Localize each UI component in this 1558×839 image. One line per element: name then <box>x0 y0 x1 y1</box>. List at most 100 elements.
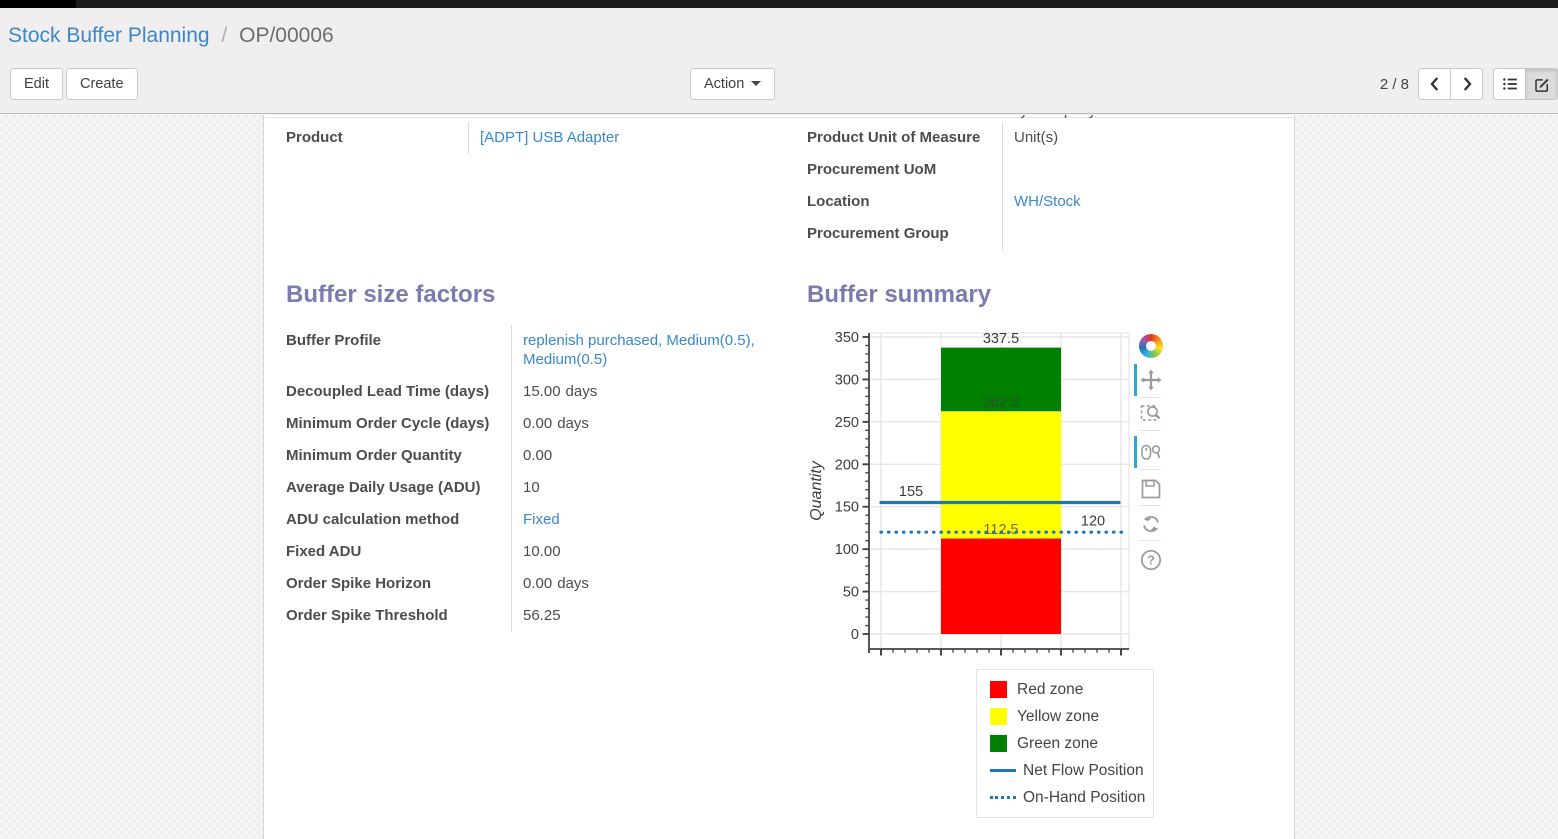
field-label: Procurement UoM <box>807 154 1003 186</box>
toolbar-divider <box>1139 430 1161 431</box>
field-value <box>1003 218 1293 250</box>
field-row: Order Spike Threshold 56.25 <box>286 600 786 632</box>
legend-label: Yellow zone <box>1017 707 1100 725</box>
field-row: Order Spike Horizon 0.00 days <box>286 568 786 600</box>
svg-text:337.5: 337.5 <box>983 331 1019 347</box>
field-label: Minimum Order Cycle (days) <box>286 408 512 440</box>
field-row: ADU calculation method Fixed <box>286 504 786 536</box>
field-label: Order Spike Threshold <box>286 600 512 632</box>
caret-down-icon <box>751 81 762 86</box>
bokeh-logo-icon[interactable] <box>1139 334 1163 358</box>
svg-text:Quantity: Quantity <box>808 460 825 521</box>
svg-text:120: 120 <box>1081 514 1105 530</box>
field-row: Fixed ADU 10.00 <box>286 536 786 568</box>
svg-text:100: 100 <box>835 542 859 558</box>
top-menu-bar-segment <box>0 0 76 8</box>
pan-active-indicator <box>1134 364 1137 396</box>
legend-label: On-Hand Position <box>1023 788 1146 806</box>
svg-text:262.5: 262.5 <box>983 395 1019 411</box>
help-tool-icon[interactable]: ? <box>1139 548 1163 572</box>
field-label: ADU calculation method <box>286 504 512 536</box>
field-row: Minimum Order Cycle (days) 0.00 days <box>286 408 786 440</box>
edit-button[interactable]: Edit <box>10 68 63 100</box>
field-row: Location WH/Stock <box>807 186 1293 218</box>
field-value-text: 56.25 <box>523 607 561 624</box>
field-value-text: Unit(s) <box>1014 129 1059 146</box>
toolbar-divider <box>1139 540 1161 541</box>
field-value: 10 <box>512 472 786 504</box>
view-switcher <box>1493 68 1558 100</box>
breadcrumb-parent-link[interactable]: Stock Buffer Planning <box>8 24 210 47</box>
field-unit-suffix: days <box>557 415 589 432</box>
create-button[interactable]: Create <box>66 68 138 100</box>
field-value-text: 15.00 <box>523 383 561 400</box>
control-panel: Stock Buffer Planning / OP/00006 Edit Cr… <box>0 8 1558 114</box>
legend-label: Red zone <box>1017 680 1084 698</box>
field-row: Minimum Order Quantity 0.00 <box>286 440 786 472</box>
buffer-size-factors-section: Buffer size factors Buffer Profile replen… <box>286 281 786 632</box>
field-row: Average Daily Usage (ADU) 10 <box>286 472 786 504</box>
svg-text:250: 250 <box>835 415 859 431</box>
list-view-button[interactable] <box>1493 68 1526 100</box>
hover-tool-icon[interactable] <box>1139 440 1163 464</box>
legend-item: Yellow zone <box>990 703 1153 730</box>
breadcrumb-current: OP/00006 <box>239 24 334 47</box>
legend-swatch-dots <box>990 796 1016 799</box>
pager-next-button[interactable] <box>1450 68 1483 100</box>
top-menu-bar-edge <box>0 0 1558 8</box>
field-label: Fixed ADU <box>286 536 512 568</box>
svg-text:?: ? <box>1147 554 1155 568</box>
buffer-summary-chart: 112.5 262.5 337.5 155 120 0 50 100 150 200 250 300 3… <box>807 327 1295 827</box>
bokeh-toolbar: ? <box>1134 327 1168 587</box>
section-title-buffer-size-factors: Buffer size factors <box>286 281 496 308</box>
edit-form-icon <box>1534 78 1549 92</box>
field-label: Product Unit of Measure <box>807 122 1003 154</box>
pager-nav-group <box>1418 68 1483 100</box>
legend-item: Green zone <box>990 730 1153 757</box>
field-value-link[interactable]: [ADPT] USB Adapter <box>480 129 620 146</box>
save-tool-icon[interactable] <box>1139 477 1163 501</box>
field-value[interactable]: Fixed <box>512 504 786 536</box>
breadcrumb: Stock Buffer Planning / OP/00006 <box>8 24 334 48</box>
field-value[interactable]: [ADPT] USB Adapter <box>469 122 766 154</box>
form-sheet: My Company Product [ADPT] USB Adapter Pro… <box>263 115 1295 839</box>
field-label: Location <box>807 186 1003 218</box>
previous-row-border <box>265 117 1293 118</box>
svg-text:112.5: 112.5 <box>983 522 1018 538</box>
field-value: 0.00 <box>512 440 786 472</box>
field-value-text: 10.00 <box>523 543 561 560</box>
field-value-link[interactable]: Fixed <box>523 511 560 528</box>
list-icon <box>1502 78 1517 90</box>
field-value[interactable]: WH/Stock <box>1003 186 1293 218</box>
field-row: Decoupled Lead Time (days) 15.00 days <box>286 376 786 408</box>
pager-previous-button[interactable] <box>1418 68 1451 100</box>
chevron-right-icon <box>1463 77 1472 91</box>
field-label: Procurement Group <box>807 218 1003 250</box>
field-value-text: 0.00 <box>523 575 553 592</box>
field-row: Procurement UoM <box>807 154 1293 186</box>
toolbar-divider <box>1139 469 1161 470</box>
svg-text:300: 300 <box>835 372 859 388</box>
svg-text:200: 200 <box>835 457 859 473</box>
pan-tool-icon[interactable] <box>1139 368 1163 392</box>
field-value-text: 0.00 <box>523 415 553 432</box>
pager-counter: 2 / 8 <box>1379 75 1409 93</box>
section-title-buffer-summary: Buffer summary <box>807 281 992 308</box>
action-dropdown-button[interactable]: Action <box>690 68 776 100</box>
form-view-button[interactable] <box>1525 68 1558 100</box>
field-value-link[interactable]: WH/Stock <box>1014 193 1081 210</box>
field-value[interactable]: replenish purchased, Medium(0.5), Medium… <box>512 325 786 376</box>
field-value-link[interactable]: replenish purchased, Medium(0.5), Medium… <box>523 332 755 368</box>
field-label: Product <box>286 122 469 154</box>
box-zoom-tool-icon[interactable] <box>1139 401 1163 425</box>
legend-item: Red zone <box>990 676 1153 703</box>
hover-active-indicator <box>1134 436 1137 468</box>
breadcrumb-separator: / <box>221 24 228 47</box>
field-label: Decoupled Lead Time (days) <box>286 376 512 408</box>
field-value: 0.00 days <box>512 408 786 440</box>
reset-tool-icon[interactable] <box>1139 512 1163 536</box>
buffer-chart-plot[interactable]: 112.5 262.5 337.5 155 120 0 50 100 150 200 250 300 3… <box>807 327 1169 659</box>
field-row: Buffer Profile replenish purchased, Mediu… <box>286 325 786 376</box>
buffer-summary-section: Buffer summary 112.5 262.5 337.5 155 120 0 50 1… <box>807 281 1295 827</box>
svg-text:150: 150 <box>835 500 859 516</box>
